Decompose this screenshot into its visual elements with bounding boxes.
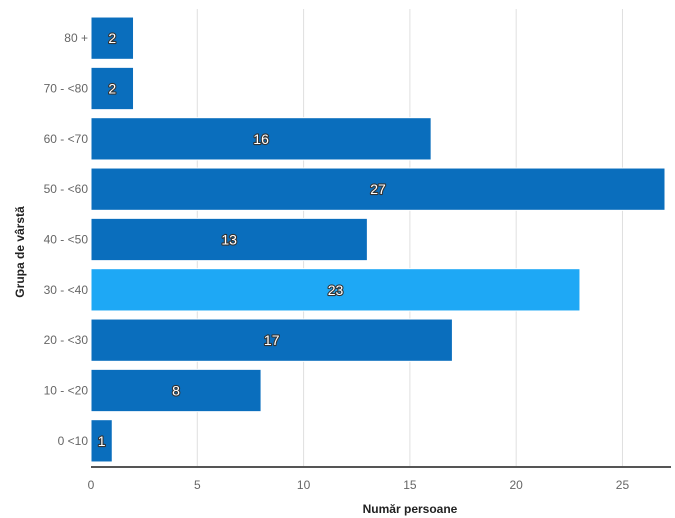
data-label: 17 <box>264 332 280 348</box>
x-tick-label: 0 <box>88 478 95 492</box>
x-tick-label: 15 <box>403 478 417 492</box>
data-label: 13 <box>221 232 237 248</box>
bars <box>90 16 666 463</box>
x-tick-label: 20 <box>510 478 524 492</box>
bar <box>90 117 432 161</box>
category-label: 70 - <80 <box>44 82 89 96</box>
bar <box>90 217 368 262</box>
data-label: 2 <box>108 81 116 97</box>
data-label: 23 <box>328 282 344 298</box>
x-tick-label: 25 <box>616 478 630 492</box>
category-label: 80 + <box>64 31 88 45</box>
bar <box>90 318 453 362</box>
data-labels: 2 2 16 27 13 23 17 8 1 <box>97 29 387 450</box>
category-label: 0 <10 <box>58 434 89 448</box>
bar <box>90 268 581 312</box>
data-label: 16 <box>253 131 269 147</box>
category-labels: 80 + 70 - <80 60 - <70 50 - <60 40 - <50 30 -… <box>44 31 89 448</box>
category-label: 30 - <40 <box>44 283 89 297</box>
y-axis-title: Grupa de vârstă <box>13 206 27 298</box>
x-tick-labels: 0 5 10 15 20 25 <box>88 478 630 492</box>
category-label: 10 - <20 <box>44 384 89 398</box>
data-label: 8 <box>172 383 180 399</box>
data-label: 2 <box>108 30 116 46</box>
category-label: 20 - <30 <box>44 333 89 347</box>
data-label: 27 <box>370 181 386 197</box>
bar <box>90 419 113 463</box>
x-tick-label: 10 <box>297 478 311 492</box>
bar <box>90 368 262 413</box>
category-label: 40 - <50 <box>44 233 89 247</box>
category-label: 50 - <60 <box>44 182 89 196</box>
x-axis-title: Număr persoane <box>363 502 458 516</box>
bar <box>90 66 135 111</box>
bar <box>90 167 666 211</box>
x-tick-label: 5 <box>194 478 201 492</box>
category-label: 60 - <70 <box>44 132 89 146</box>
bar <box>90 16 135 60</box>
data-label: 1 <box>98 433 106 449</box>
